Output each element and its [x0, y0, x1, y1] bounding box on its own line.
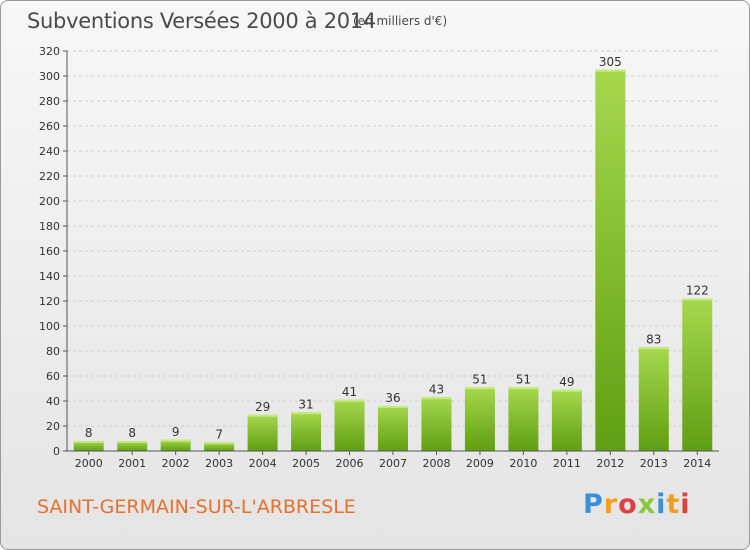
bar	[595, 69, 626, 451]
bar	[204, 442, 235, 451]
bar-highlight	[421, 397, 452, 400]
bar-highlight	[682, 298, 713, 301]
x-tick-label: 2014	[683, 457, 711, 470]
logo-letter: t	[666, 489, 681, 520]
logo-letter: i	[680, 489, 691, 520]
x-tick-label: 2009	[466, 457, 494, 470]
y-tick-label: 220	[39, 170, 60, 183]
bar-highlight	[160, 439, 191, 442]
bar	[334, 399, 365, 451]
x-tick-label: 2007	[379, 457, 407, 470]
x-tick-label: 2000	[75, 457, 103, 470]
y-tick-label: 80	[46, 345, 60, 358]
bar-highlight	[551, 389, 582, 392]
data-label: 29	[255, 400, 270, 414]
y-tick-label: 60	[46, 370, 60, 383]
data-label: 122	[686, 284, 709, 298]
y-tick-label: 320	[39, 45, 60, 58]
bar-highlight	[117, 441, 148, 443]
data-label: 305	[599, 55, 622, 69]
y-tick-label: 40	[46, 395, 60, 408]
y-tick-label: 300	[39, 70, 60, 83]
x-tick-label: 2013	[640, 457, 668, 470]
bar-highlight	[638, 347, 669, 350]
x-tick-label: 2006	[336, 457, 364, 470]
chart-subtitle: (en milliers d'€)	[353, 14, 448, 28]
bar-highlight	[378, 406, 408, 408]
y-tick-label: 120	[39, 295, 60, 308]
bar	[682, 298, 713, 451]
bar-highlight	[204, 442, 235, 445]
commune-name: SAINT-GERMAIN-SUR-L'ARBRESLE	[37, 496, 356, 518]
x-tick-label: 2010	[509, 457, 537, 470]
bar-highlight	[334, 399, 365, 402]
data-label: 51	[472, 372, 487, 386]
y-tick-label: 20	[46, 420, 60, 433]
data-label: 7	[215, 427, 223, 441]
logo-letter: x	[637, 489, 657, 520]
x-tick-label: 2002	[162, 457, 190, 470]
x-tick-label: 2008	[422, 457, 450, 470]
bar	[291, 412, 322, 451]
bar	[638, 347, 669, 451]
data-label: 31	[298, 397, 313, 411]
bar	[160, 439, 191, 451]
bar-highlight	[73, 441, 104, 443]
x-tick-label: 2001	[118, 457, 146, 470]
x-tick-label: 2005	[292, 457, 320, 470]
x-tick-label: 2012	[596, 457, 624, 470]
y-tick-label: 280	[39, 95, 60, 108]
chart-title: Subventions Versées 2000 à 2014	[27, 9, 376, 33]
bar-highlight	[291, 412, 322, 415]
bar	[73, 441, 104, 451]
logo-letter: r	[603, 489, 619, 520]
bar-highlight	[595, 69, 626, 72]
proxiti-logo: Proxiti	[583, 489, 691, 520]
bar	[551, 389, 582, 451]
bars	[73, 69, 713, 451]
y-tick-label: 240	[39, 145, 60, 158]
bar-highlight	[464, 387, 495, 390]
data-label: 8	[128, 426, 136, 440]
data-label: 8	[85, 426, 93, 440]
y-tick-label: 140	[39, 270, 60, 283]
data-label: 41	[342, 385, 357, 399]
data-label: 43	[429, 382, 444, 396]
bar-highlight	[508, 387, 539, 390]
bar	[247, 414, 278, 451]
data-label: 83	[646, 332, 661, 346]
data-label: 51	[516, 372, 531, 386]
y-tick-label: 160	[39, 245, 60, 258]
y-tick-label: 100	[39, 320, 60, 333]
y-tick-label: 180	[39, 220, 60, 233]
logo-letter: P	[583, 489, 604, 520]
bar	[117, 441, 148, 451]
data-label: 49	[559, 375, 574, 389]
y-tick-label: 260	[39, 120, 60, 133]
x-tick-label: 2004	[249, 457, 277, 470]
bar	[508, 387, 539, 451]
y-tick-label: 200	[39, 195, 60, 208]
bar	[378, 406, 408, 451]
y-tick-label: 0	[53, 445, 60, 458]
data-label: 36	[385, 391, 400, 405]
axes: 0 20 40 60 80 100 120 140 160 180 200 220 240 260 280 3…	[39, 45, 719, 470]
bar	[464, 387, 495, 451]
data-labels: 8 8 9 7 29 31 41 36 43 51 51 49 305 83 122	[85, 55, 709, 442]
data-label: 9	[172, 425, 180, 439]
logo-letter: i	[656, 489, 667, 520]
bar	[421, 397, 452, 451]
bar-highlight	[247, 414, 278, 417]
x-tick-label: 2011	[553, 457, 581, 470]
logo-letter: o	[618, 489, 638, 520]
x-tick-label: 2003	[205, 457, 233, 470]
